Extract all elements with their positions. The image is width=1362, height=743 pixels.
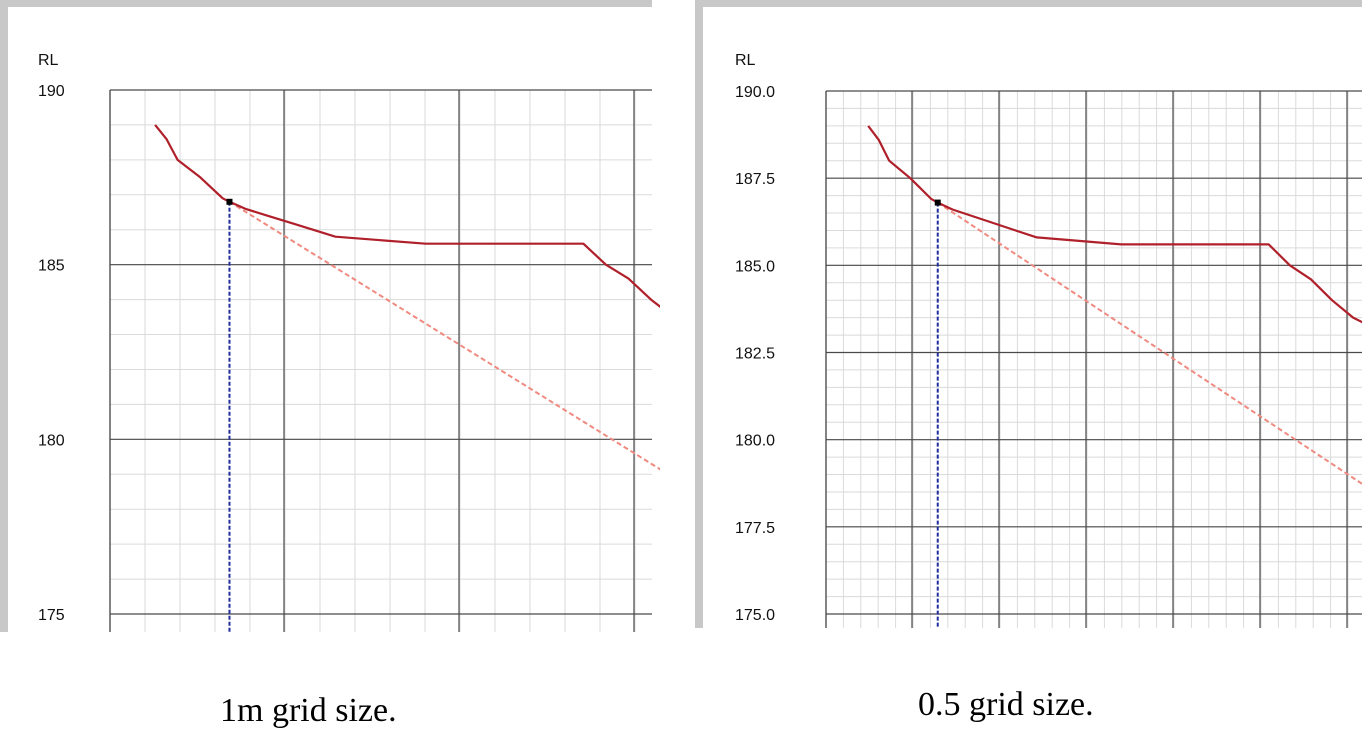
chart-0-5-grid: RL 190.0 187.5 185.0 182.5 180.0 177.5 175.0: [695, 0, 1362, 628]
y-axis-label: RL: [38, 52, 59, 69]
y-tick-label: 180.0: [735, 433, 775, 450]
chart-panel-1m-grid: RL 190 185 180 175: [0, 0, 660, 632]
y-tick-label: 175: [38, 607, 65, 624]
caption-1m-grid: 1m grid size.: [220, 692, 397, 729]
y-tick-label: 187.5: [735, 171, 775, 188]
marker-point: [934, 199, 941, 206]
profile-line: [154, 124, 660, 308]
y-tick-label: 185: [38, 258, 65, 275]
y-axis-label: RL: [735, 52, 756, 69]
y-tick-label: 190.0: [735, 84, 775, 101]
chart-1m-grid: RL 190 185 180 175: [0, 0, 660, 632]
projection-line: [228, 200, 660, 471]
frame-left-bar: [0, 0, 8, 632]
frame-left-bar: [695, 0, 703, 628]
profile-line: [867, 125, 1362, 324]
chart-panel-0-5-grid: RL 190.0 187.5 185.0 182.5 180.0 177.5 175.0: [695, 0, 1362, 628]
y-tick-label: 185.0: [735, 258, 775, 275]
y-tick-label: 177.5: [735, 520, 775, 537]
frame-top-bar: [0, 0, 652, 7]
frame-top-bar: [695, 0, 1362, 7]
y-tick-label: 180: [38, 432, 65, 449]
y-tick-label: 190: [38, 83, 65, 100]
y-tick-label: 182.5: [735, 346, 775, 363]
y-tick-label: 175.0: [735, 607, 775, 624]
caption-0-5-grid: 0.5 grid size.: [918, 686, 1094, 723]
projection-line: [937, 201, 1362, 485]
marker-point: [226, 198, 233, 205]
